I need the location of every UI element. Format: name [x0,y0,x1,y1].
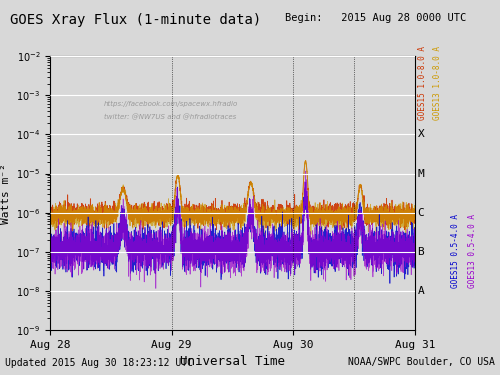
Text: GOES15 1.0-8.0 A: GOES15 1.0-8.0 A [418,45,427,120]
Y-axis label: Watts m⁻²: Watts m⁻² [0,163,10,224]
Text: C: C [418,208,424,218]
X-axis label: Universal Time: Universal Time [180,355,285,368]
Text: GOES13 0.5-4.0 A: GOES13 0.5-4.0 A [468,214,477,288]
Text: https://facebook.com/spacewx.hfradio: https://facebook.com/spacewx.hfradio [104,100,238,106]
Text: M: M [418,169,424,178]
Text: Begin:   2015 Aug 28 0000 UTC: Begin: 2015 Aug 28 0000 UTC [285,13,466,23]
Text: B: B [418,247,424,257]
Text: X: X [418,129,424,140]
Text: Updated 2015 Aug 30 18:23:12 UTC: Updated 2015 Aug 30 18:23:12 UTC [5,357,193,368]
Text: GOES13 1.0-8.0 A: GOES13 1.0-8.0 A [433,45,442,120]
Text: twitter: @NW7US and @hfradiotraces: twitter: @NW7US and @hfradiotraces [104,114,236,120]
Text: GOES Xray Flux (1-minute data): GOES Xray Flux (1-minute data) [10,13,261,27]
Text: GOES15 0.5-4.0 A: GOES15 0.5-4.0 A [450,214,460,288]
Text: NOAA/SWPC Boulder, CO USA: NOAA/SWPC Boulder, CO USA [348,357,495,368]
Text: A: A [418,286,424,296]
